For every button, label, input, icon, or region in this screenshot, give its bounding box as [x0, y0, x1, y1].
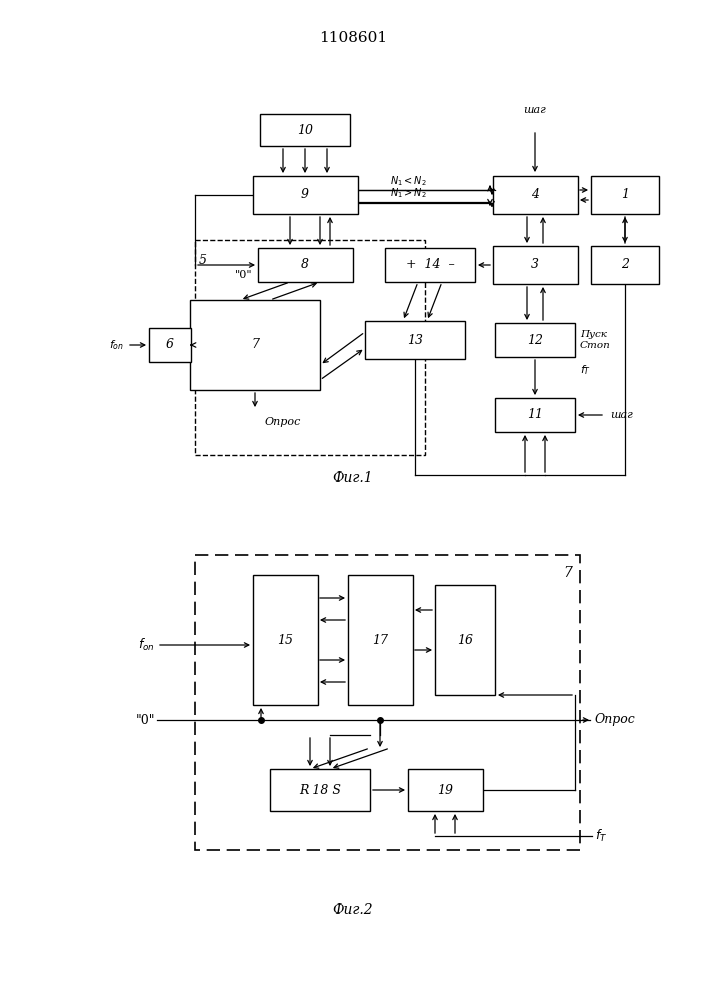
Text: $f_T$: $f_T$	[595, 828, 607, 844]
Text: 17: 17	[372, 634, 388, 647]
Bar	[385, 248, 475, 282]
Text: $f_T$: $f_T$	[580, 363, 591, 377]
Text: $f_{on}$: $f_{on}$	[139, 637, 155, 653]
Text: Фиг.2: Фиг.2	[333, 903, 373, 917]
Text: 8: 8	[301, 258, 309, 271]
Text: 1108601: 1108601	[319, 31, 387, 45]
Text: $N_1 < N_2$: $N_1 < N_2$	[390, 174, 427, 188]
Bar	[591, 246, 659, 284]
Text: 13: 13	[407, 334, 423, 347]
Bar	[365, 321, 465, 359]
Text: Фиг.1: Фиг.1	[333, 471, 373, 485]
Text: R 18 S: R 18 S	[299, 784, 341, 796]
Text: шаг: шаг	[524, 105, 547, 115]
Text: 2: 2	[621, 258, 629, 271]
Bar	[493, 246, 578, 284]
Bar	[495, 323, 575, 357]
Bar	[149, 328, 191, 362]
Bar	[252, 575, 317, 705]
Text: 9: 9	[301, 188, 309, 202]
Text: Пуск
Стоп: Пуск Стоп	[580, 330, 611, 350]
Text: 16: 16	[457, 634, 473, 647]
Text: 15: 15	[277, 634, 293, 647]
Text: Опрос: Опрос	[595, 714, 636, 726]
Text: 1: 1	[621, 188, 629, 202]
Bar	[493, 176, 578, 214]
Bar	[257, 248, 353, 282]
Text: Опрос: Опрос	[265, 417, 301, 427]
Text: шаг: шаг	[610, 410, 633, 420]
Bar	[591, 176, 659, 214]
Text: 12: 12	[527, 334, 543, 347]
Text: 7: 7	[251, 338, 259, 352]
Text: "0": "0"	[235, 270, 253, 280]
Bar	[348, 575, 412, 705]
Text: 19: 19	[437, 784, 453, 796]
Bar	[252, 176, 358, 214]
Bar	[270, 769, 370, 811]
Bar	[495, 398, 575, 432]
Text: +  14  –: + 14 –	[406, 258, 455, 271]
Bar	[195, 555, 580, 850]
Bar	[260, 114, 350, 146]
Text: 7: 7	[563, 566, 573, 580]
Text: 4: 4	[531, 188, 539, 202]
Bar	[195, 240, 425, 455]
Text: 10: 10	[297, 123, 313, 136]
Text: 11: 11	[527, 408, 543, 422]
Text: 6: 6	[166, 338, 174, 352]
Bar	[435, 585, 495, 695]
Text: 5: 5	[199, 254, 207, 267]
Bar	[190, 300, 320, 390]
Text: $f_{on}$: $f_{on}$	[109, 338, 124, 352]
Text: $N_1 > N_2$: $N_1 > N_2$	[390, 186, 427, 200]
Bar	[407, 769, 482, 811]
Text: 3: 3	[531, 258, 539, 271]
Text: "0": "0"	[136, 714, 155, 726]
